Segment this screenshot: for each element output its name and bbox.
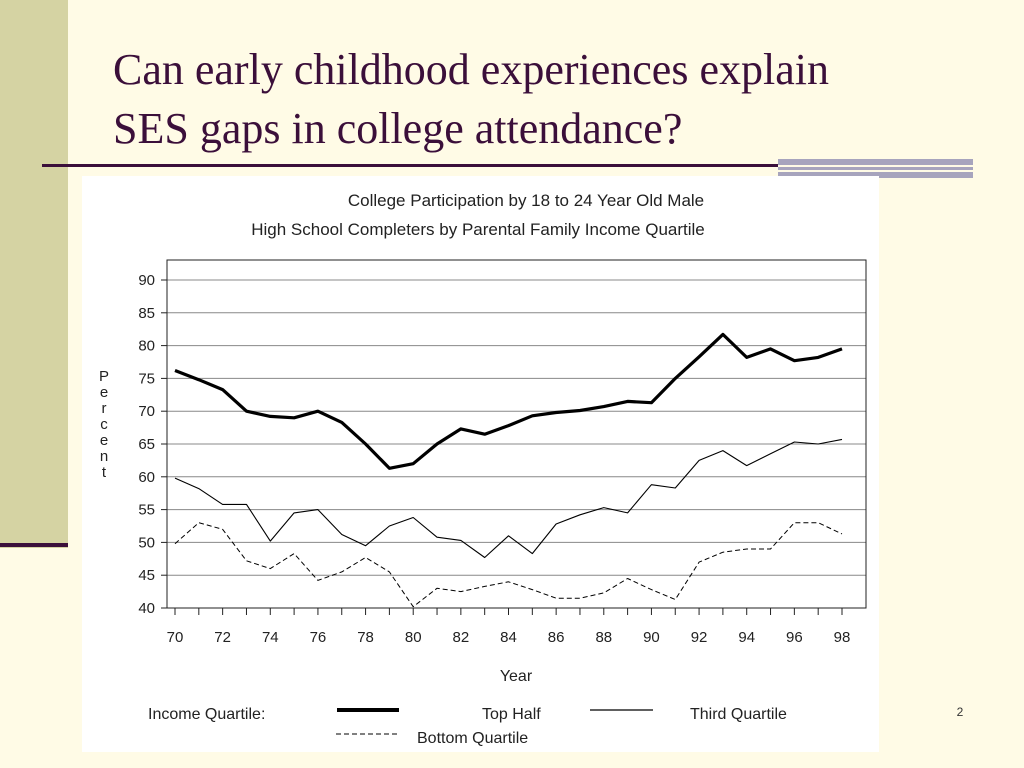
plot-frame (166, 259, 867, 609)
y-tick-label: 70 (138, 403, 155, 420)
y-tick-label: 60 (138, 469, 155, 486)
line-chart: College Participation by 18 to 24 Year O… (99, 191, 867, 747)
legend-label-top-half: Top Half (482, 706, 541, 723)
title-accent-bars (778, 159, 973, 178)
title-divider (42, 164, 778, 167)
legend-label-third-quartile: Third Quartile (690, 706, 787, 723)
left-accent-rule (0, 543, 68, 547)
series-line-third-quartile (174, 438, 843, 559)
slide-title: Can early childhood experiences explain … (113, 40, 993, 158)
x-tick-label: 70 (167, 629, 184, 646)
x-axis-label: Year (500, 668, 533, 685)
chart-legend: Income Quartile: Top Half Third Quartile… (148, 706, 787, 747)
x-tick-label: 76 (310, 629, 327, 646)
y-tick-label: 45 (138, 567, 155, 584)
y-tick-label: 90 (138, 272, 155, 289)
y-tick-label: 55 (138, 502, 155, 519)
chart-axes: 40 45 50 55 60 65 70 75 80 85 90 70 72 74 76 78 80 82 84 86… (138, 272, 850, 646)
legend-label-bottom-quartile: Bottom Quartile (417, 730, 528, 747)
chart-title-line-2: High School Completers by Parental Famil… (251, 220, 705, 239)
left-accent-bar (0, 0, 68, 548)
x-tick-label: 86 (548, 629, 565, 646)
x-tick-label: 94 (738, 629, 755, 646)
chart-series (174, 332, 843, 608)
x-tick-label: 92 (691, 629, 708, 646)
x-tick-label: 80 (405, 629, 422, 646)
x-tick-label: 78 (357, 629, 374, 646)
slide-title-line-1: Can early childhood experiences explain (113, 45, 829, 94)
y-tick-label: 40 (138, 600, 155, 617)
chart-panel: College Participation by 18 to 24 Year O… (82, 176, 879, 752)
chart-grid (167, 279, 866, 609)
legend-title: Income Quartile: (148, 706, 265, 723)
y-tick-label: 50 (138, 534, 155, 551)
x-tick-label: 74 (262, 629, 279, 646)
y-tick-label: 75 (138, 370, 155, 387)
slide-title-line-2: SES gaps in college attendance? (113, 104, 683, 153)
page-number: 2 (956, 705, 964, 719)
x-tick-label: 82 (453, 629, 470, 646)
chart-title-line-1: College Participation by 18 to 24 Year O… (348, 191, 704, 210)
y-tick-label: 65 (138, 436, 155, 453)
y-tick-label: 80 (138, 338, 155, 355)
x-tick-label: 98 (834, 629, 851, 646)
series-line-bottom-quartile (174, 522, 843, 608)
series-line-top-half (174, 332, 843, 470)
x-tick-label: 90 (643, 629, 660, 646)
y-tick-label: 85 (138, 305, 155, 322)
x-tick-label: 72 (214, 629, 231, 646)
x-tick-label: 84 (500, 629, 517, 646)
x-tick-label: 88 (595, 629, 612, 646)
x-tick-label: 96 (786, 629, 803, 646)
